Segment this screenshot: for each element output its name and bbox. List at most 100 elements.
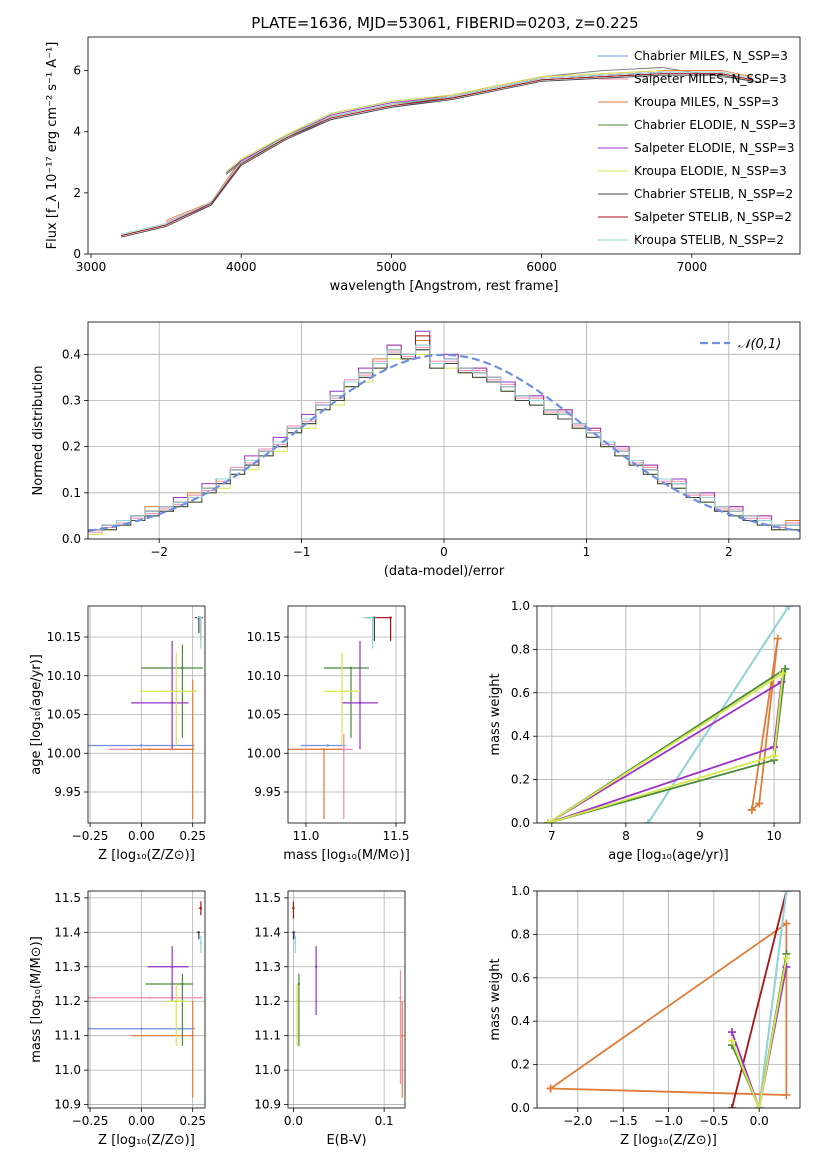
data-point xyxy=(181,666,184,670)
data-point xyxy=(371,616,374,619)
y-tick-label: 11.1 xyxy=(54,1029,81,1043)
x-axis-label: mass [log₁₀(M/M⊙)] xyxy=(283,848,410,863)
y-axis-label: mass weight xyxy=(488,958,503,1040)
x-axis-label: Z [log₁₀(Z/Z⊙)] xyxy=(620,1133,717,1148)
x-axis-label: (data-model)/error xyxy=(384,564,505,579)
x-tick-label: −1.5 xyxy=(609,1114,638,1128)
plus-marker xyxy=(727,1028,736,1037)
plus-marker xyxy=(755,799,764,808)
y-tick-label: 10.10 xyxy=(47,669,81,683)
y-axis-label: Normed distribution xyxy=(31,366,46,496)
y-tick-label: 1.0 xyxy=(511,599,530,613)
axes-frame xyxy=(87,890,206,1109)
y-tick-label: 9.95 xyxy=(54,785,81,799)
legend-entry: Chabrier STELIB, N_SSP=2 xyxy=(634,187,793,201)
data-point xyxy=(191,748,194,751)
plus-marker xyxy=(727,1104,736,1108)
data-point xyxy=(294,941,297,944)
histogram-step xyxy=(88,344,800,531)
y-tick-label: 9.95 xyxy=(254,785,281,799)
plus-marker xyxy=(727,1036,736,1045)
y-tick-label: 0.0 xyxy=(62,532,81,546)
plus-marker xyxy=(782,1090,791,1099)
data-point xyxy=(148,996,151,999)
mass-weight-line xyxy=(731,891,788,1108)
y-tick-label: 0.3 xyxy=(62,393,81,407)
x-tick-label: 0.00 xyxy=(128,1114,155,1128)
plot-area xyxy=(546,891,791,1108)
legend-entry: Chabrier MILES, N_SSP=3 xyxy=(634,49,788,63)
y-tick-label: 11.0 xyxy=(254,1063,281,1077)
mass-weight-line xyxy=(547,667,787,823)
y-tick-label: 0.8 xyxy=(511,642,530,656)
mass-weight-line xyxy=(731,966,788,1108)
y-tick-label: 11.5 xyxy=(54,891,81,905)
data-point xyxy=(175,1000,178,1003)
age-vs-mass-panel: 11.0 11.5 9.95 10.00 10.05 10.10 10.15 mass [lo… xyxy=(247,605,410,863)
legend-entry: Salpeter STELIB, N_SSP=2 xyxy=(634,210,792,224)
model-spectrum-line xyxy=(120,73,753,237)
plus-marker xyxy=(781,664,790,673)
x-tick-label: 9 xyxy=(696,829,704,843)
mass-weight-line xyxy=(758,891,788,1108)
data-point xyxy=(175,690,178,693)
x-tick-label: 10 xyxy=(766,829,781,843)
plus-marker xyxy=(747,805,756,814)
x-tick-label: 0.00 xyxy=(128,829,155,843)
model-spectrum-line xyxy=(120,71,753,235)
data-point xyxy=(401,1034,404,1037)
y-tick-label: 0.2 xyxy=(62,440,81,454)
model-spectrum-line xyxy=(225,70,662,172)
axes-frame xyxy=(87,36,801,255)
mass-weight-vs-metallicity-panel: −2.0 −1.5 −1.0 −0.5 0.0 0.0 0.2 0.4 0.6 0.8 1.0 Z [… xyxy=(488,884,801,1148)
mass-weight-line xyxy=(731,958,788,1108)
data-point xyxy=(399,996,402,999)
plot-area xyxy=(120,67,768,238)
y-tick-label: 10.00 xyxy=(47,746,81,760)
y-tick-label: 11.4 xyxy=(254,925,281,939)
data-point xyxy=(292,907,295,910)
x-tick-label: 2 xyxy=(725,545,733,559)
y-tick-label: 4 xyxy=(73,125,81,139)
y-tick-label: 1.0 xyxy=(511,884,530,898)
x-tick-label: −1 xyxy=(293,545,311,559)
y-tick-label: 0.8 xyxy=(511,927,530,941)
data-point xyxy=(322,748,326,751)
mass-vs-metallicity-panel: −0.25 0.00 0.25 10.9 11.0 11.1 11.2 11.3 11.4 11.… xyxy=(29,890,206,1148)
plus-marker xyxy=(782,954,791,963)
mass-weight-line xyxy=(547,671,785,823)
plot-area xyxy=(288,616,392,820)
plus-marker xyxy=(782,891,791,895)
y-tick-label: 11.3 xyxy=(254,960,281,974)
x-tick-label: 4000 xyxy=(226,260,257,274)
data-point xyxy=(191,1034,194,1037)
x-tick-label: 0.25 xyxy=(179,1114,206,1128)
legend-entry: Salpeter MILES, N_SSP=3 xyxy=(634,72,787,86)
data-point xyxy=(199,907,203,910)
x-tick-label: 0.25 xyxy=(179,829,206,843)
x-tick-label: −2 xyxy=(150,545,168,559)
data-point xyxy=(358,701,362,705)
figure-title: PLATE=1636, MJD=53061, FIBERID=0203, z=0… xyxy=(251,14,638,32)
residuals-panel: −2 −1 0 1 2 0.0 0.1 0.2 0.3 0.4 (data-model)/error… xyxy=(31,321,801,579)
spectrum-panel: 3000 4000 5000 6000 7000 0 2 4 6 wavelength [Angs… xyxy=(45,36,801,294)
y-tick-label: 11.3 xyxy=(54,960,81,974)
y-tick-label: 0.6 xyxy=(511,686,530,700)
x-tick-label: −2.0 xyxy=(563,1114,592,1128)
model-spectrum-line xyxy=(120,74,753,238)
y-axis-label: mass weight xyxy=(488,673,503,755)
y-tick-label: 0.0 xyxy=(511,816,530,830)
plot-area xyxy=(88,901,203,1098)
y-tick-label: 11.5 xyxy=(254,891,281,905)
data-point xyxy=(373,616,376,619)
data-point xyxy=(349,666,353,670)
data-point xyxy=(297,982,301,986)
normal-curve xyxy=(88,353,800,532)
x-tick-label: 0.1 xyxy=(375,1114,394,1128)
x-tick-label: 0.0 xyxy=(284,1114,303,1128)
y-tick-label: 0.2 xyxy=(511,773,530,787)
plus-marker xyxy=(778,669,787,678)
y-axis-label: Flux [f_λ 10⁻¹⁷ erg cm⁻² s⁻¹ A⁻¹] xyxy=(45,42,60,250)
x-tick-label: 3000 xyxy=(76,260,107,274)
plot-area xyxy=(292,901,404,1098)
